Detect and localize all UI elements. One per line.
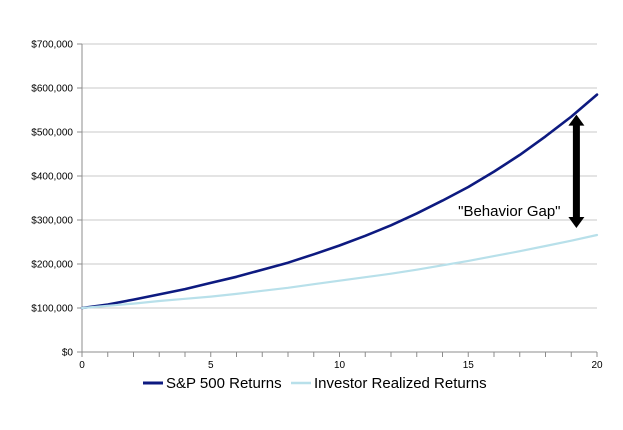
axes: $0 $100,000 $200,000 $300,000 $400,000 $500,0… [31,40,603,372]
x-tick-label: 20 [591,360,603,371]
y-tick-label: $600,000 [31,84,73,95]
x-tick-label: 10 [334,360,346,371]
legend: S&P 500 Returns Investor Realized Returns [143,375,487,392]
series-lines [80,93,599,310]
y-tick-label: $0 [62,348,74,359]
annotations: "Behavior Gap" [458,114,585,228]
y-tick-label: $100,000 [31,304,73,315]
x-tick-label: 15 [463,360,475,371]
x-tick-label: 5 [208,360,214,371]
x-tick-label: 0 [79,360,85,371]
annotation-label: "Behavior Gap" [458,203,560,220]
legend-label: S&P 500 Returns [166,375,282,392]
gridlines [82,43,597,309]
y-tick-label: $500,000 [31,128,73,139]
y-tick-label: $200,000 [31,260,73,271]
gap-arrow [568,114,585,228]
series-line-investor [80,233,599,310]
legend-label: Investor Realized Returns [314,375,487,392]
y-tick-label: $700,000 [31,40,73,51]
y-tick-label: $400,000 [31,172,73,183]
series-line-sp500 [80,93,599,310]
y-tick-label: $300,000 [31,216,73,227]
